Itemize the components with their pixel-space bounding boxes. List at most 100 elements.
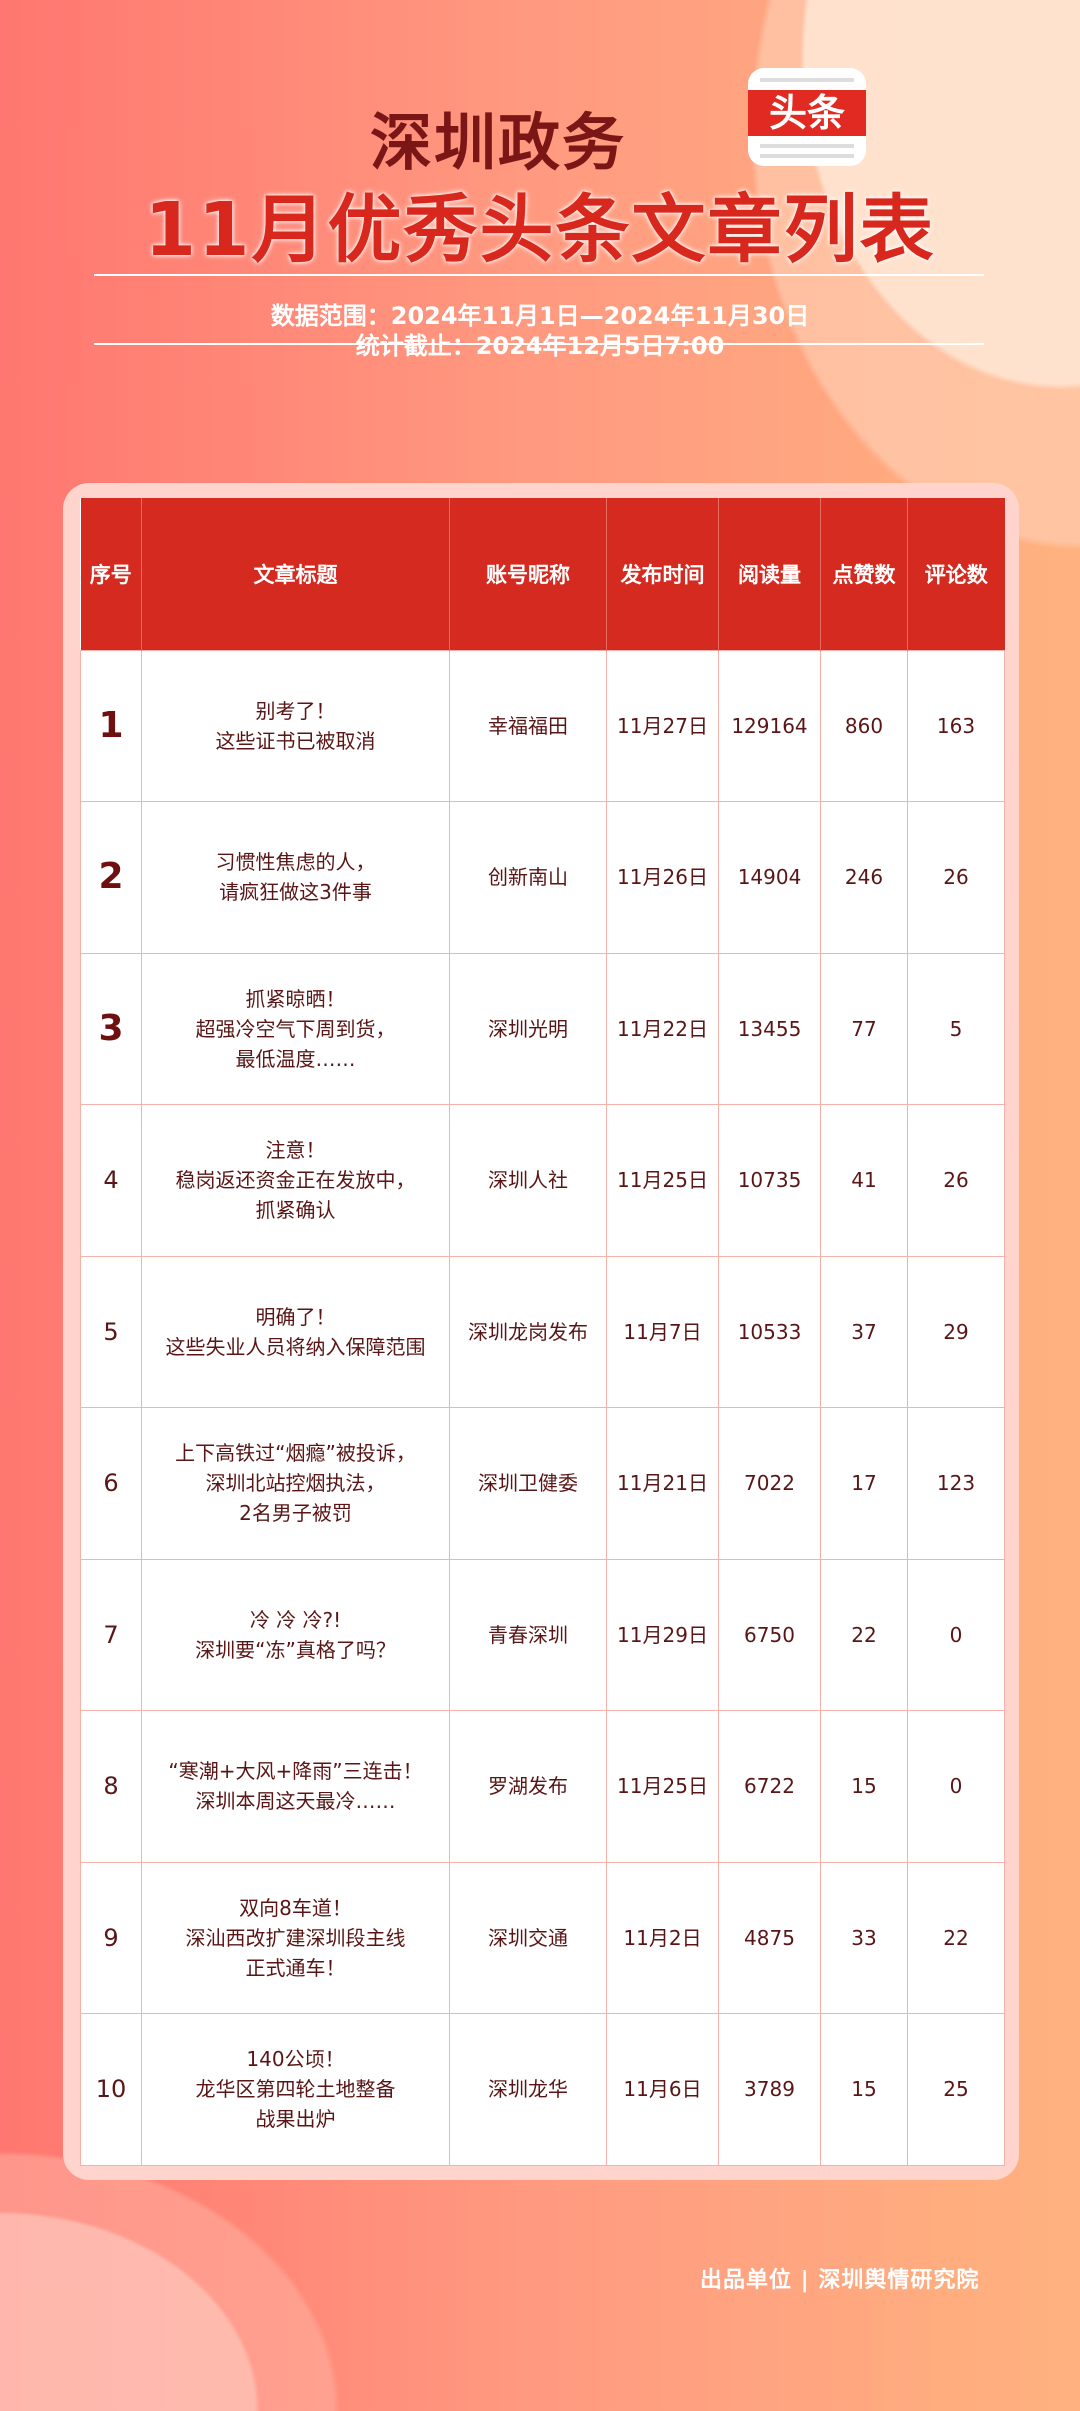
cell-likes: 860 — [820, 649, 908, 802]
cell-comments: 123 — [907, 1407, 1005, 1560]
table-row: 4 注意！ 稳岗返还资金正在发放中， 抓紧确认 深圳人社 11月25日 10735 41 2… — [80, 1104, 1005, 1257]
table-row: 10 140公顷！ 龙华区第四轮土地整备 战果出炉 深圳龙华 11月6日 3789 15 2… — [80, 2013, 1005, 2166]
cell-date: 11月6日 — [606, 2013, 719, 2166]
cell-account: 深圳龙岗发布 — [449, 1255, 607, 1408]
cell-reads: 6722 — [718, 1710, 821, 1863]
table-row: 6 上下高铁过“烟瘾”被投诉， 深圳北站控烟执法， 2名男子被罚 深圳卫健委 11月2… — [80, 1407, 1005, 1560]
cell-comments: 29 — [907, 1255, 1005, 1408]
cell-likes: 22 — [820, 1558, 908, 1711]
cell-account: 罗湖发布 — [449, 1710, 607, 1863]
cell-comments: 25 — [907, 2013, 1005, 2166]
cell-reads: 10735 — [718, 1104, 821, 1257]
cell-reads: 4875 — [718, 1861, 821, 2014]
divider — [94, 274, 984, 276]
cell-date: 11月22日 — [606, 952, 719, 1105]
cell-comments: 0 — [907, 1710, 1005, 1863]
cell-comments: 26 — [907, 801, 1005, 954]
cell-reads: 6750 — [718, 1558, 821, 1711]
column-header: 发布时间 — [606, 498, 719, 650]
table-row: 3 抓紧晾晒！ 超强冷空气下周到货， 最低温度…… 深圳光明 11月22日 13455 7… — [80, 952, 1005, 1105]
cell-rank: 9 — [80, 1861, 142, 2014]
cell-account: 深圳光明 — [449, 952, 607, 1105]
cell-title: 习惯性焦虑的人， 请疯狂做这3件事 — [141, 801, 450, 954]
cell-date: 11月25日 — [606, 1104, 719, 1257]
cell-date: 11月21日 — [606, 1407, 719, 1560]
logo-line — [760, 144, 854, 148]
cell-title: 140公顷！ 龙华区第四轮土地整备 战果出炉 — [141, 2013, 450, 2166]
producer-credit: 出品单位 | 深圳舆情研究院 — [700, 2268, 980, 2293]
cell-rank: 4 — [80, 1104, 142, 1257]
column-header: 账号昵称 — [449, 498, 607, 650]
cell-comments: 5 — [907, 952, 1005, 1105]
column-header: 文章标题 — [141, 498, 450, 650]
cell-title: 抓紧晾晒！ 超强冷空气下周到货， 最低温度…… — [141, 952, 450, 1105]
cell-likes: 33 — [820, 1861, 908, 2014]
cell-account: 深圳交通 — [449, 1861, 607, 2014]
logo-line — [760, 78, 854, 82]
table-row: 8 “寒潮+大风+降雨”三连击！ 深圳本周这天最冷…… 罗湖发布 11月25日 6722… — [80, 1710, 1005, 1863]
cell-title: 双向8车道！ 深汕西改扩建深圳段主线 正式通车！ — [141, 1861, 450, 2014]
cell-likes: 15 — [820, 2013, 908, 2166]
cell-likes: 15 — [820, 1710, 908, 1863]
table-row: 9 双向8车道！ 深汕西改扩建深圳段主线 正式通车！ 深圳交通 11月2日 4875 33… — [80, 1861, 1005, 2014]
cell-rank: 10 — [80, 2013, 142, 2166]
logo-line — [760, 154, 854, 158]
column-header: 评论数 — [907, 498, 1005, 650]
title-line1: 深圳政务 — [370, 106, 627, 179]
article-table: 序号 文章标题 账号昵称 发布时间 阅读量 点赞数 评论数 1 别考了！ 这些证书已被取消 幸福… — [80, 498, 1005, 2166]
cell-likes: 37 — [820, 1255, 908, 1408]
cell-account: 青春深圳 — [449, 1558, 607, 1711]
cell-title: 别考了！ 这些证书已被取消 — [141, 649, 450, 802]
column-header: 阅读量 — [718, 498, 821, 650]
cell-comments: 0 — [907, 1558, 1005, 1711]
cell-reads: 3789 — [718, 2013, 821, 2166]
table-row: 2 习惯性焦虑的人， 请疯狂做这3件事 创新南山 11月26日 14904 246 26 — [80, 801, 1005, 954]
cell-reads: 129164 — [718, 649, 821, 802]
cell-account: 幸福福田 — [449, 649, 607, 802]
toutiao-logo: 头条 — [748, 68, 866, 166]
cell-title: 上下高铁过“烟瘾”被投诉， 深圳北站控烟执法， 2名男子被罚 — [141, 1407, 450, 1560]
cell-date: 11月25日 — [606, 1710, 719, 1863]
divider — [94, 343, 984, 345]
cell-likes: 246 — [820, 801, 908, 954]
header-row: 序号 文章标题 账号昵称 发布时间 阅读量 点赞数 评论数 — [80, 498, 1005, 650]
logo-text: 头条 — [748, 90, 866, 136]
cell-title: “寒潮+大风+降雨”三连击！ 深圳本周这天最冷…… — [141, 1710, 450, 1863]
cell-reads: 13455 — [718, 952, 821, 1105]
cell-account: 深圳人社 — [449, 1104, 607, 1257]
cell-title: 冷 冷 冷?! 深圳要“冻”真格了吗？ — [141, 1558, 450, 1711]
cell-rank: 8 — [80, 1710, 142, 1863]
cutoff-time: 统计截止：2024年12月5日7:00 — [355, 332, 725, 360]
cell-date: 11月26日 — [606, 801, 719, 954]
cell-date: 11月7日 — [606, 1255, 719, 1408]
column-header: 点赞数 — [820, 498, 908, 650]
table-row: 5 明确了！ 这些失业人员将纳入保障范围 深圳龙岗发布 11月7日 10533 37 29 — [80, 1255, 1005, 1408]
cell-likes: 77 — [820, 952, 908, 1105]
cell-reads: 10533 — [718, 1255, 821, 1408]
cell-date: 11月29日 — [606, 1558, 719, 1711]
cell-likes: 17 — [820, 1407, 908, 1560]
table-row: 1 别考了！ 这些证书已被取消 幸福福田 11月27日 129164 860 163 — [80, 649, 1005, 802]
cell-date: 11月2日 — [606, 1861, 719, 2014]
cell-account: 深圳卫健委 — [449, 1407, 607, 1560]
cell-comments: 26 — [907, 1104, 1005, 1257]
title-line2: 11月优秀头条文章列表 — [144, 187, 936, 273]
cell-rank: 5 — [80, 1255, 142, 1408]
cell-comments: 163 — [907, 649, 1005, 802]
cell-rank: 6 — [80, 1407, 142, 1560]
cell-rank: 3 — [80, 952, 142, 1105]
cell-account: 创新南山 — [449, 801, 607, 954]
cell-reads: 7022 — [718, 1407, 821, 1560]
data-range: 数据范围：2024年11月1日—2024年11月30日 — [270, 302, 810, 330]
cell-title: 注意！ 稳岗返还资金正在发放中， 抓紧确认 — [141, 1104, 450, 1257]
column-header: 序号 — [80, 498, 142, 650]
cell-comments: 22 — [907, 1861, 1005, 2014]
cell-title: 明确了！ 这些失业人员将纳入保障范围 — [141, 1255, 450, 1408]
cell-date: 11月27日 — [606, 649, 719, 802]
cell-rank: 7 — [80, 1558, 142, 1711]
cell-likes: 41 — [820, 1104, 908, 1257]
cell-rank: 1 — [80, 649, 142, 802]
cell-reads: 14904 — [718, 801, 821, 954]
cell-rank: 2 — [80, 801, 142, 954]
